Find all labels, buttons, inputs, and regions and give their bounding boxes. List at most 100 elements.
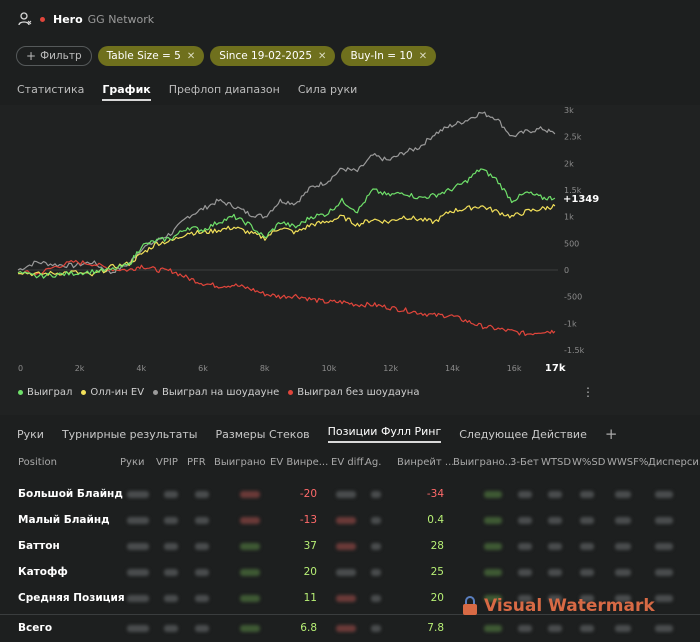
- blurred-cell: [127, 595, 149, 602]
- add-tab-icon[interactable]: +: [604, 425, 618, 443]
- table-row[interactable]: Катофф 20 25: [0, 559, 700, 585]
- tab-next-action[interactable]: Следующее Действие: [459, 427, 587, 441]
- position-cell: Большой Блайнд: [18, 488, 123, 500]
- winrate-cell: 20: [430, 592, 444, 604]
- legend-label: Олл-ин EV: [90, 387, 145, 398]
- lock-icon: [462, 596, 478, 616]
- table-row[interactable]: Малый Блайнд -13 0.4: [0, 507, 700, 533]
- legend-dot-icon: [153, 390, 159, 395]
- filter-chip-since[interactable]: Since 19-02-2025 ✕: [210, 46, 336, 66]
- col-won[interactable]: Выиграно: [214, 457, 266, 468]
- blurred-cell: [580, 517, 594, 524]
- blurred-cell: [371, 491, 381, 498]
- blurred-cell: [240, 543, 260, 550]
- user-icon[interactable]: [18, 12, 32, 26]
- col-position[interactable]: Position: [18, 457, 57, 468]
- blurred-cell: [655, 491, 673, 498]
- tab-preflop-range[interactable]: Префлоп диапазон: [168, 83, 280, 96]
- x-tick-label: 8k: [260, 364, 270, 373]
- col-pfr[interactable]: PFR: [187, 457, 206, 468]
- close-icon[interactable]: ✕: [186, 50, 196, 62]
- tab-hands[interactable]: Руки: [17, 427, 44, 441]
- legend-item-showdown[interactable]: Выиграл на шоудауне: [153, 387, 279, 398]
- blurred-cell: [484, 543, 502, 550]
- y-tick-label: 2k: [564, 159, 574, 168]
- col-won-2[interactable]: Выиграно...: [453, 457, 515, 468]
- blurred-cell: [615, 491, 631, 498]
- network-name: GG Network: [87, 12, 155, 26]
- blurred-cell: [484, 595, 502, 602]
- blurred-cell: [371, 625, 381, 632]
- blurred-cell: [615, 625, 631, 632]
- filter-chip-table-size[interactable]: Table Size = 5 ✕: [97, 46, 205, 66]
- ev-winrate-cell: 20: [303, 566, 317, 578]
- blurred-cell: [371, 595, 381, 602]
- filter-chip-buy-in[interactable]: Buy-In = 10 ✕: [341, 46, 437, 66]
- col-ev-diff[interactable]: EV diff.: [331, 457, 367, 468]
- col-wwsf[interactable]: WWSF%: [607, 457, 649, 468]
- x-tick-label: 10k: [322, 364, 337, 373]
- ev-winrate-cell: 11: [303, 592, 317, 604]
- legend-label: Выиграл: [27, 387, 73, 398]
- legend-label: Выиграл на шоудауне: [162, 387, 280, 398]
- blurred-cell: [127, 625, 149, 632]
- blurred-cell: [164, 625, 178, 632]
- table-row[interactable]: Средняя Позиция 11 20: [0, 585, 700, 611]
- position-cell: Средняя Позиция: [18, 592, 125, 604]
- tab-statistics[interactable]: Статистика: [17, 83, 85, 96]
- blurred-cell: [127, 491, 149, 498]
- status-dot-icon: [40, 16, 45, 22]
- blurred-cell: [518, 595, 532, 602]
- blurred-cell: [655, 625, 673, 632]
- legend-dot-icon: [288, 390, 294, 395]
- blurred-cell: [127, 543, 149, 550]
- table-row[interactable]: Баттон 37 28: [0, 533, 700, 559]
- tab-graph[interactable]: График: [102, 83, 151, 101]
- legend-item-allin-ev[interactable]: Олл-ин EV: [81, 387, 144, 398]
- blurred-cell: [655, 569, 673, 576]
- blurred-cell: [240, 625, 260, 632]
- tab-tournament-results[interactable]: Турнирные результаты: [61, 427, 198, 441]
- blurred-cell: [615, 517, 631, 524]
- blurred-cell: [580, 569, 594, 576]
- x-tick-label: 12k: [383, 364, 398, 373]
- header-bar: Hero GG Network: [18, 10, 154, 28]
- blurred-cell: [164, 517, 178, 524]
- hero-name[interactable]: Hero: [53, 12, 83, 26]
- legend-item-won[interactable]: Выиграл: [18, 387, 72, 398]
- blurred-cell: [484, 625, 502, 632]
- col-variance[interactable]: Дисперси...: [648, 457, 700, 468]
- blurred-cell: [336, 543, 356, 550]
- end-value-label: +1349: [563, 194, 599, 205]
- blurred-cell: [127, 517, 149, 524]
- col-hands[interactable]: Руки: [120, 457, 145, 468]
- col-aggression[interactable]: Ag.: [365, 457, 382, 468]
- col-3bet[interactable]: 3-Бет: [510, 457, 539, 468]
- legend-item-non-showdown[interactable]: Выиграл без шоудауна: [288, 387, 419, 398]
- col-wtsd[interactable]: WTSD: [541, 457, 572, 468]
- position-cell: Катофф: [18, 566, 68, 578]
- blurred-cell: [195, 595, 209, 602]
- close-icon[interactable]: ✕: [418, 50, 428, 62]
- tab-stack-sizes[interactable]: Размеры Стеков: [215, 427, 310, 441]
- table-row[interactable]: Большой Блайнд -20 -34: [0, 481, 700, 507]
- blurred-cell: [240, 517, 260, 524]
- tab-positions-full-ring[interactable]: Позиции Фулл Ринг: [327, 425, 442, 443]
- more-options-icon[interactable]: ⋮: [582, 385, 594, 399]
- col-ev-winrate[interactable]: EV Винре...: [270, 457, 329, 468]
- table-row[interactable]: Всего 6.8 7.8: [0, 615, 700, 641]
- winrate-cell: 7.8: [427, 622, 444, 634]
- winrate-cell: 0.4: [427, 514, 444, 526]
- col-wsd[interactable]: W%SD: [572, 457, 606, 468]
- blurred-cell: [484, 517, 502, 524]
- col-vpip[interactable]: VPIP: [156, 457, 178, 468]
- blurred-cell: [580, 543, 594, 550]
- close-icon[interactable]: ✕: [318, 50, 327, 62]
- watermark-text: Visual Watermark: [484, 596, 655, 616]
- blurred-cell: [548, 517, 562, 524]
- ev-winrate-cell: 6.8: [300, 622, 317, 634]
- col-winrate[interactable]: Винрейт ...: [397, 457, 455, 468]
- tab-hand-strength[interactable]: Сила руки: [297, 83, 358, 96]
- blurred-cell: [371, 543, 381, 550]
- add-filter-button[interactable]: + Фильтр: [16, 46, 92, 66]
